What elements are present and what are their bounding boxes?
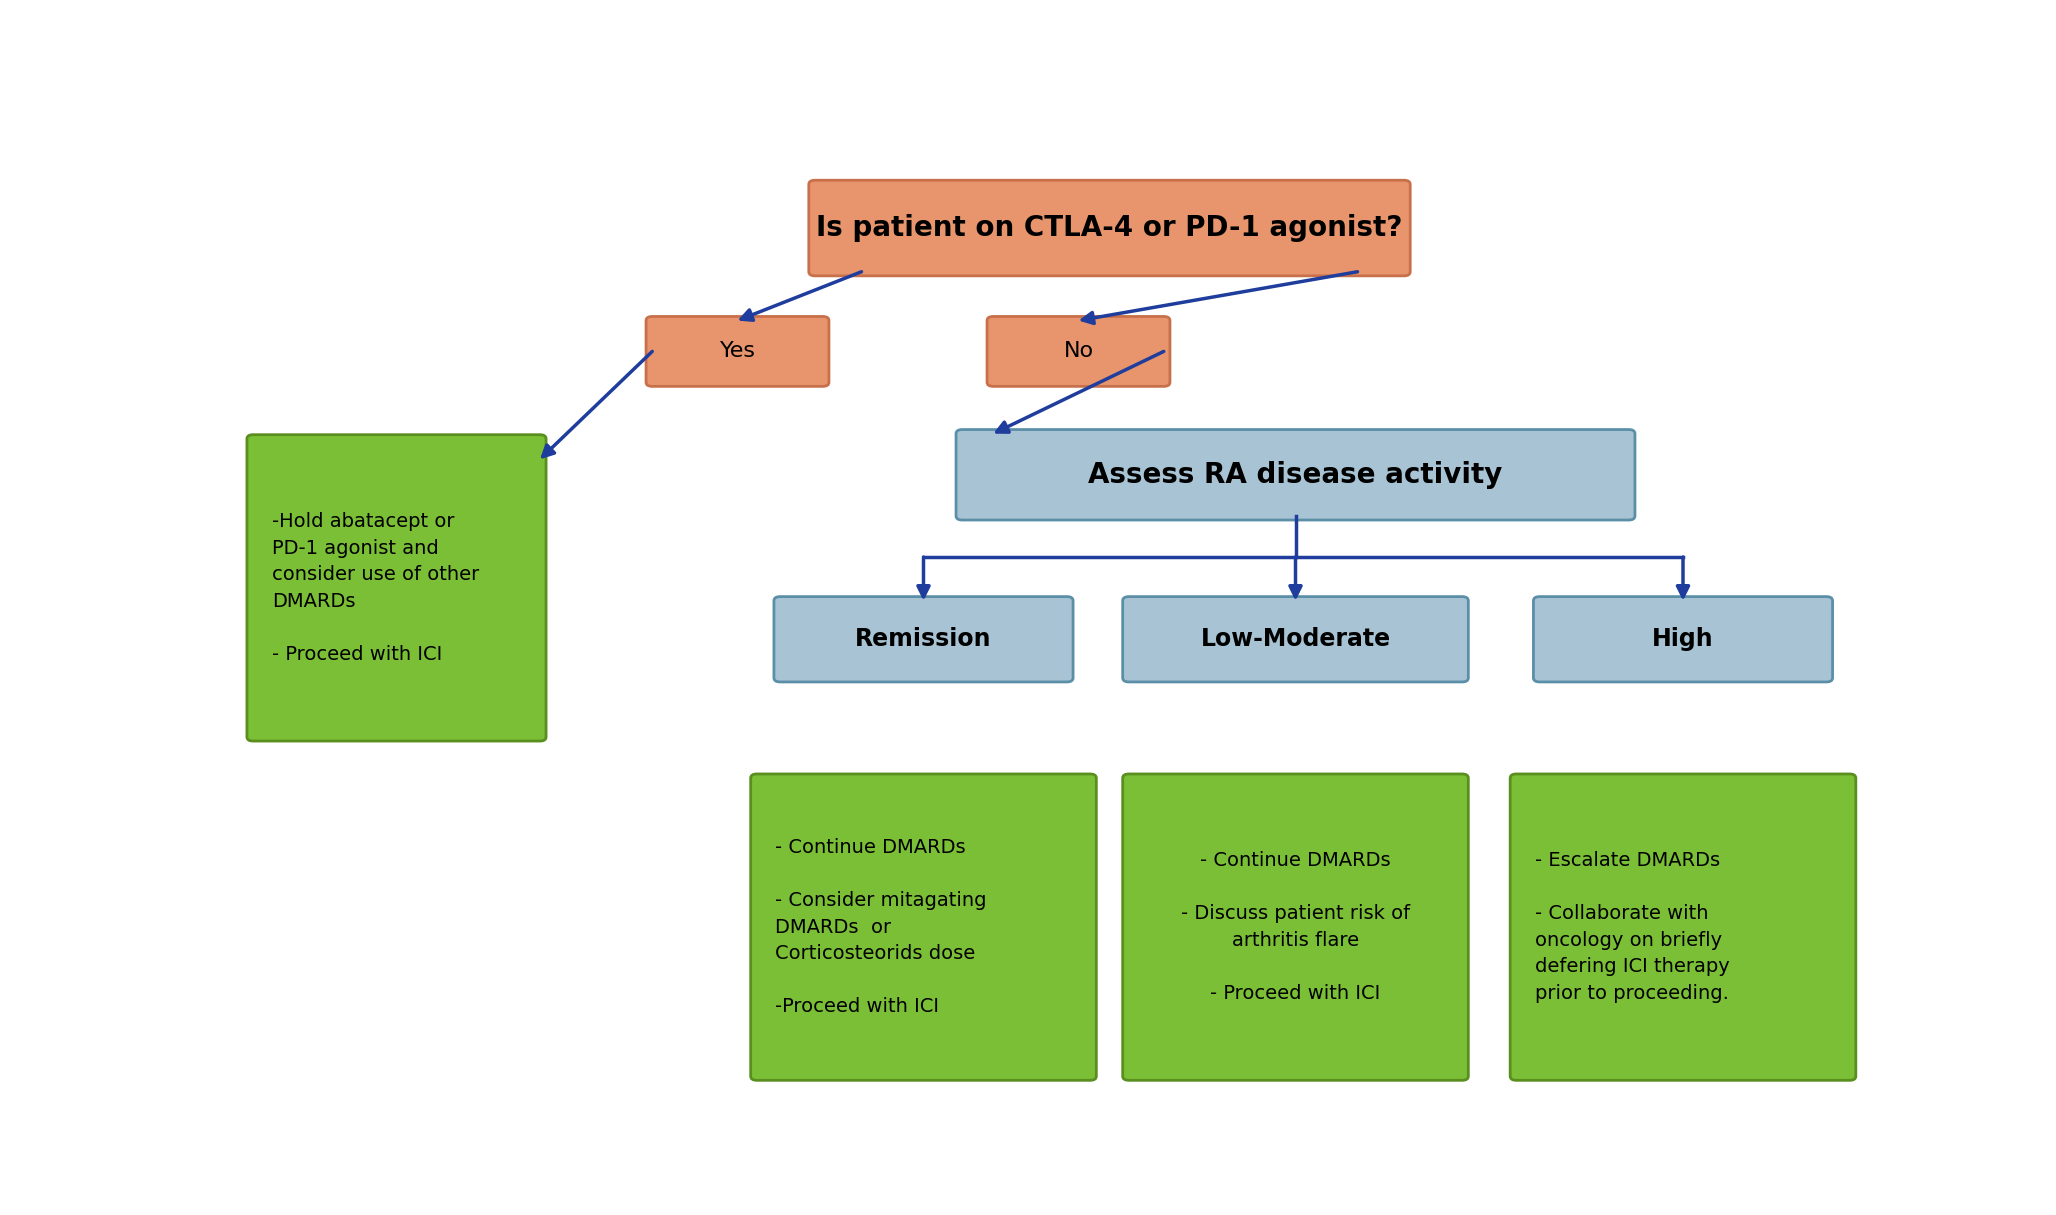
FancyBboxPatch shape (646, 316, 829, 386)
FancyBboxPatch shape (1534, 597, 1832, 682)
Text: - Continue DMARDs

- Consider mitagating
DMARDs  or
Corticosteorids dose

-Proce: - Continue DMARDs - Consider mitagating … (775, 838, 987, 1016)
Text: No: No (1063, 341, 1094, 361)
Text: Low-Moderate: Low-Moderate (1201, 627, 1390, 651)
FancyBboxPatch shape (773, 597, 1073, 682)
Text: -Hold abatacept or
PD-1 agonist and
consider use of other
DMARDs

- Proceed with: -Hold abatacept or PD-1 agonist and cons… (271, 513, 479, 663)
Text: Yes: Yes (720, 341, 755, 361)
FancyBboxPatch shape (987, 316, 1170, 386)
Text: Is patient on CTLA-4 or PD-1 agonist?: Is patient on CTLA-4 or PD-1 agonist? (816, 214, 1402, 242)
FancyBboxPatch shape (1123, 597, 1468, 682)
FancyBboxPatch shape (247, 435, 547, 741)
FancyBboxPatch shape (956, 430, 1635, 520)
Text: Assess RA disease activity: Assess RA disease activity (1088, 460, 1503, 488)
FancyBboxPatch shape (1511, 774, 1857, 1080)
FancyBboxPatch shape (808, 180, 1410, 276)
Text: - Escalate DMARDs

- Collaborate with
oncology on briefly
defering ICI therapy
p: - Escalate DMARDs - Collaborate with onc… (1536, 852, 1729, 1002)
Text: - Continue DMARDs

- Discuss patient risk of
arthritis flare

- Proceed with ICI: - Continue DMARDs - Discuss patient risk… (1180, 852, 1410, 1002)
Text: High: High (1653, 627, 1715, 651)
FancyBboxPatch shape (750, 774, 1096, 1080)
Text: Remission: Remission (855, 627, 991, 651)
FancyBboxPatch shape (1123, 774, 1468, 1080)
